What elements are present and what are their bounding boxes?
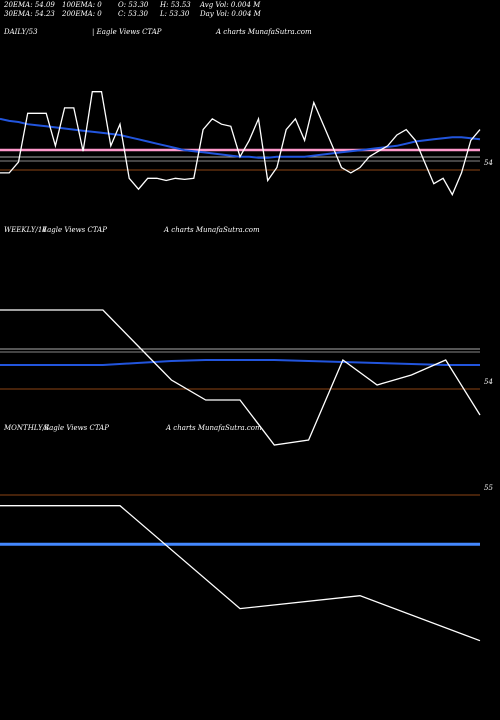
weekly-tick-label: 54 (484, 378, 493, 386)
daily-ema-line (0, 117, 481, 159)
day-vol: Day Vol: 0.004 M (200, 10, 261, 18)
daily-tick-label: 54 (484, 159, 493, 167)
low: L: 53.30 (160, 10, 190, 18)
daily-site: A charts MunafaSutra.com (216, 28, 312, 36)
ema20: 20EMA: 54.09 (4, 1, 55, 9)
weekly-site: A charts MunafaSutra.com (164, 226, 260, 234)
ema30: 30EMA: 54.23 (4, 10, 55, 18)
weekly-period: WEEKLY/14 (4, 226, 47, 234)
open: O: 53.30 (118, 1, 149, 9)
daily-panel: 54 (0, 91, 493, 197)
daily-price-line (0, 91, 481, 197)
monthly-price-line (0, 505, 481, 642)
close: C: 53.30 (118, 10, 148, 18)
daily-period: DAILY/53 (4, 28, 38, 36)
monthly-period: MONTHLY/4 (4, 424, 50, 432)
monthly-site: A charts MunafaSutra.com (166, 424, 262, 432)
avg-vol: Avg Vol: 0.004 M (200, 1, 261, 9)
weekly-panel: 54 (0, 309, 493, 446)
ema200: 200EMA: 0 (62, 10, 102, 18)
monthly-source: Eagle Views CTAP (44, 424, 109, 432)
weekly-price-line (0, 309, 481, 446)
high: H: 53.53 (160, 1, 191, 9)
daily-source: | Eagle Views CTAP (92, 28, 162, 36)
monthly-panel: 55 (0, 484, 493, 642)
weekly-source: Eagle Views CTAP (42, 226, 107, 234)
monthly-tick-label: 55 (484, 484, 493, 492)
weekly-ema-line (0, 359, 480, 366)
ema100: 100EMA: 0 (62, 1, 102, 9)
